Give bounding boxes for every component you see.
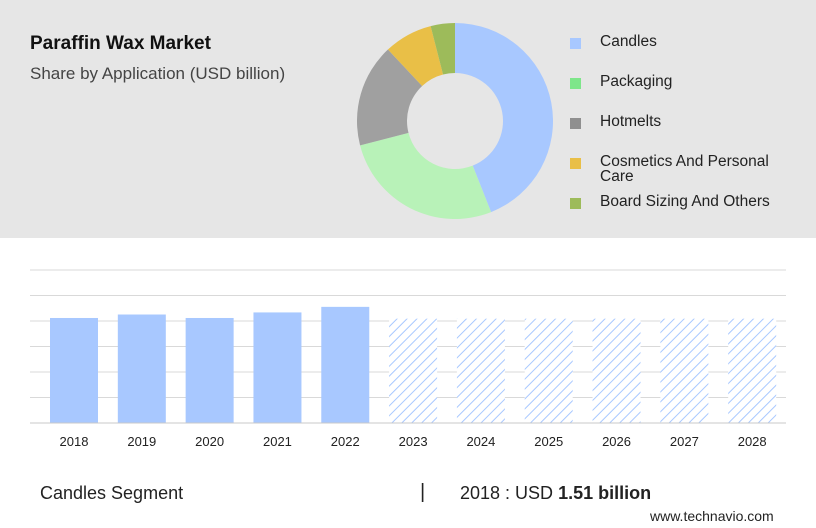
segment-stat: 2018 : USD 1.51 billion xyxy=(460,483,651,504)
donut-chart xyxy=(357,23,554,219)
legend-label: Cosmetics And Personal Care xyxy=(600,153,769,185)
bar-2019 xyxy=(117,314,166,423)
forecast-bar-2027 xyxy=(660,318,709,423)
legend-label: Candles xyxy=(600,33,657,50)
footer: Candles Segment | 2018 : USD 1.51 billio… xyxy=(0,470,816,528)
x-tick-label: 2019 xyxy=(127,434,156,449)
forecast-bar-2025 xyxy=(524,318,573,423)
legend-swatch xyxy=(570,78,581,89)
bar-2018 xyxy=(50,317,98,423)
bar-chart: 2018 2019 2020 2021 2022 2023 2024 2025 2026 2027… xyxy=(30,269,786,449)
donut-slice-packaging xyxy=(360,132,492,219)
stat-prefix: 2018 : USD xyxy=(460,483,559,503)
watermark: www.technavio.com xyxy=(650,508,774,524)
chart-subtitle: Share by Application (USD billion) xyxy=(30,64,286,83)
footer-divider: | xyxy=(420,481,426,503)
forecast-bar-2024 xyxy=(456,318,505,423)
bar-2020 xyxy=(185,317,234,423)
legend-item: Hotmelts xyxy=(570,114,800,129)
x-tick-label: 2026 xyxy=(602,434,631,449)
chart-title: Paraffin Wax Market xyxy=(30,33,211,54)
legend-item: Packaging xyxy=(570,74,800,89)
forecast-bar-2028 xyxy=(728,318,777,423)
x-tick-label: 2021 xyxy=(263,434,292,449)
donut-slice-cosmetics-and-personal-care xyxy=(387,26,444,87)
x-tick-label: 2023 xyxy=(399,434,428,449)
forecast-bar-2023 xyxy=(389,318,438,423)
legend-item: Cosmetics And Personal Care xyxy=(570,154,800,184)
forecast-bar-2026 xyxy=(592,318,641,423)
legend-swatch xyxy=(570,38,581,49)
segment-label: Candles Segment xyxy=(40,483,184,503)
bar-2022 xyxy=(321,306,370,423)
legend-item: Board Sizing And Others xyxy=(570,194,800,209)
legend-swatch xyxy=(570,118,581,129)
legend-swatch xyxy=(570,198,581,209)
legend-item: Candles xyxy=(570,34,800,49)
bar-2021 xyxy=(253,312,302,423)
legend-label: Board Sizing And Others xyxy=(600,193,770,210)
legend-label: Hotmelts xyxy=(600,113,662,130)
x-tick-label: 2028 xyxy=(738,434,767,449)
x-tick-label: 2025 xyxy=(534,434,563,449)
x-tick-label: 2020 xyxy=(195,434,224,449)
donut-slice-hotmelts xyxy=(357,49,423,146)
legend-swatch xyxy=(570,158,581,169)
x-tick-label: 2027 xyxy=(670,434,699,449)
stat-value: 1.51 billion xyxy=(558,483,652,503)
donut-slice-candles xyxy=(455,23,554,213)
x-tick-label: 2022 xyxy=(331,434,360,449)
x-tick-label: 2024 xyxy=(466,434,495,449)
donut-slice-board-sizing-and-others xyxy=(430,23,455,75)
x-tick-label: 2018 xyxy=(60,434,89,449)
legend-label: Packaging xyxy=(600,73,673,90)
